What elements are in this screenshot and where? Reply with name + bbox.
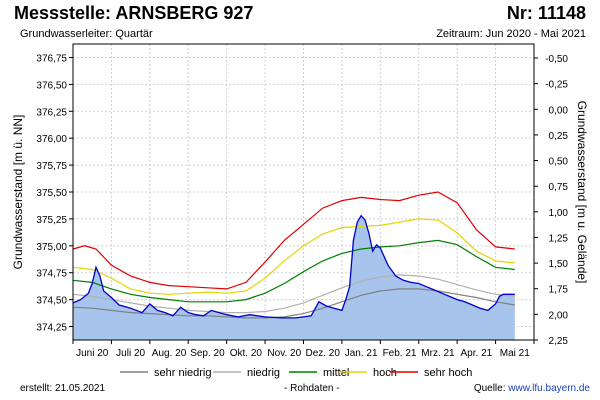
legend-label: mittel <box>323 367 349 379</box>
series-line-niedrig <box>72 274 515 314</box>
x-tick-label: Aug. 20 <box>152 348 187 359</box>
y2-tick-label: -0,25 <box>545 80 568 91</box>
y2-tick-label: 1,25 <box>549 233 569 244</box>
y-tick-label: 374,25 <box>36 323 67 334</box>
y2-tick-label: 0,00 <box>549 105 569 116</box>
station-number: Nr: 11148 <box>506 3 586 23</box>
y-tick-label: 376,25 <box>36 107 67 118</box>
aquifer-label: Grundwasserleiter: Quartär <box>20 28 153 40</box>
page-title: Messstelle: ARNSBERG 927 <box>14 3 254 23</box>
source-label: Quelle: <box>473 383 509 394</box>
x-tick-label: Okt. 20 <box>230 348 263 359</box>
y-tick-label: 375,00 <box>36 242 67 253</box>
y2-tick-label: 0,25 <box>549 131 569 142</box>
series-line-hoch <box>72 218 515 295</box>
y2-tick-label: -0,50 <box>545 54 568 65</box>
y-tick-label: 376,00 <box>36 134 67 145</box>
source-link[interactable]: www.lfu.bayern.de <box>508 383 590 394</box>
series-line-sehr-hoch <box>72 191 515 290</box>
legend-label: sehr niedrig <box>154 367 211 379</box>
y2-tick-label: 1,75 <box>549 285 569 296</box>
x-tick-label: Mrz. 21 <box>421 348 455 359</box>
y2-tick-label: 2,25 <box>549 336 569 347</box>
period-label: Zeitraum: Jun 2020 - Mai 2021 <box>436 28 586 40</box>
y2-axis-label: Grundwasserstand [m u. Gelände] <box>575 101 589 284</box>
measured-line <box>72 214 515 319</box>
y-tick-label: 374,75 <box>36 269 67 280</box>
x-tick-label: Juni 20 <box>76 348 109 359</box>
y-tick-label: 376,50 <box>36 80 67 91</box>
y2-tick-label: 0,75 <box>549 182 569 193</box>
y-axis-label: Grundwasserstand [m ü. NN] <box>11 115 25 270</box>
y-tick-label: 375,25 <box>36 215 67 226</box>
series-line-sehr-niedrig <box>72 288 515 319</box>
y-tick-label: 375,75 <box>36 161 67 172</box>
x-tick-label: Mai 21 <box>500 348 530 359</box>
legend-label: hoch <box>373 367 397 379</box>
y-tick-label: 374,50 <box>36 296 67 307</box>
y-axis-left: 374,25 374,50 374,75 375,00 375,25 375,50 375,… <box>36 53 73 334</box>
series-line-mittel <box>72 239 515 303</box>
raw-data-label: - Rohdaten - <box>284 383 340 394</box>
y-tick-label: 375,50 <box>36 188 67 199</box>
legend: sehr niedrig niedrig mittel hoch sehr hoch <box>120 367 472 379</box>
x-tick-label: Dez. 20 <box>305 348 340 359</box>
x-tick-label: Feb. 21 <box>383 348 417 359</box>
y-axis-right: -0,50 -0,25 0,00 0,25 0,50 0,75 1,00 1,25 1,50 1,… <box>534 54 568 347</box>
y2-tick-label: 2,00 <box>549 310 569 321</box>
legend-label: sehr hoch <box>424 367 472 379</box>
y2-tick-label: 0,50 <box>549 157 569 168</box>
series-lines <box>72 191 515 319</box>
x-tick-label: Nov. 20 <box>267 348 301 359</box>
measured-area <box>73 215 515 340</box>
x-tick-label: Juli 20 <box>116 348 145 359</box>
source-credit: Quelle: www.lfu.bayern.de <box>474 383 590 394</box>
y2-tick-label: 1,50 <box>549 259 569 270</box>
created-date: erstellt: 21.05.2021 <box>20 383 106 394</box>
x-tick-label: Apr. 21 <box>461 348 493 359</box>
legend-label: niedrig <box>247 367 280 379</box>
x-axis: Juni 20 Juli 20 Aug. 20 Sep. 20 Okt. 20 Nov. … <box>72 340 535 359</box>
y-tick-label: 376,75 <box>36 53 67 64</box>
x-tick-label: Sep. 20 <box>190 348 225 359</box>
y2-tick-label: 1,00 <box>549 208 569 219</box>
x-tick-label: Jan. 21 <box>345 348 378 359</box>
